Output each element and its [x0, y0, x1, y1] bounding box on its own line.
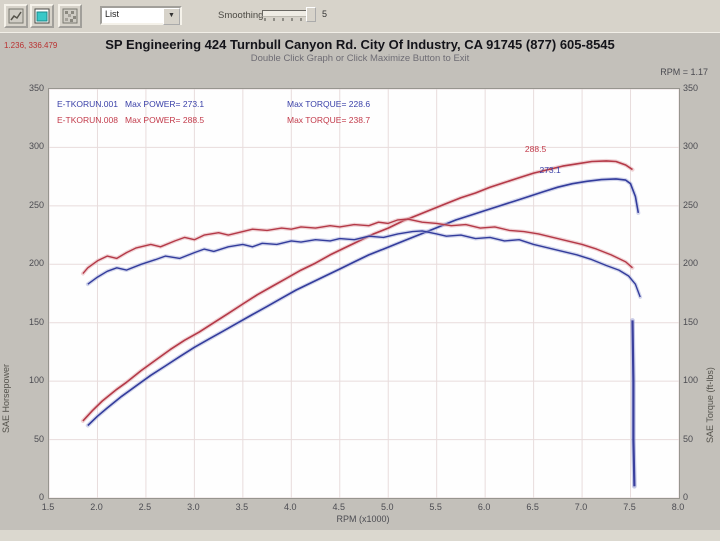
peak-value-label: 288.5 [525, 144, 547, 154]
x-tick-label: 6.0 [477, 502, 491, 512]
legend-torque-008: Max TORQUE= 238.7 [287, 115, 371, 125]
x-tick-label: 2.5 [138, 502, 152, 512]
y-tick-label-left: 250 [28, 199, 44, 210]
y-tick-label-right: 0 [683, 492, 689, 502]
y-tick-label-left: 350 [28, 83, 44, 93]
y-tick-label-left: 100 [28, 375, 44, 386]
smoothing-slider-thumb[interactable] [306, 7, 316, 22]
legend-torque-001: Max TORQUE= 228.6 [287, 99, 371, 109]
torque-legend: Max TORQUE= 228.6 Max TORQUE= 238.7 [287, 96, 370, 128]
y-axis-label-torque: SAE Torque (ft-lbs) [705, 367, 715, 443]
cursor-position-readout: 1.236, 336.479 [4, 41, 58, 50]
y-axis-ticks-left: 0 50 100 150 200 250 300 350 [16, 33, 44, 530]
legend-run-001: E-TKORUN.001 Max POWER= 273.1 [57, 99, 205, 109]
x-tick-label: 4.5 [332, 502, 346, 512]
y-tick-label-right: 200 [683, 258, 699, 269]
y-axis-ticks-right: 0 50 100 150 200 250 300 350 [0, 33, 720, 530]
x-tick-label: 7.5 [623, 502, 636, 512]
y-axis-label-horsepower: SAE Horsepower [1, 363, 11, 433]
smoothing-value: 5 [322, 9, 328, 19]
rpm-readout: RPM = 1.17 [660, 67, 708, 77]
x-tick-label: 6.5 [526, 502, 539, 512]
toolbar: List ▼ Smoothing 5 [0, 0, 720, 33]
y-tick-label-right: 150 [683, 316, 699, 327]
y-tick-label-left: 150 [28, 316, 44, 327]
dyno-graph-window[interactable]: 1.236, 336.479 SP Engineering 424 Turnbu… [0, 33, 720, 530]
x-tick-label: 3.5 [235, 502, 249, 512]
shop-title: SP Engineering 424 Turnbull Canyon Rd. C… [105, 37, 615, 52]
x-tick-label: 3.0 [187, 502, 200, 512]
x-tick-label: 8.0 [671, 502, 685, 512]
pixel-graph-button[interactable] [58, 4, 82, 28]
y-tick-label-right: 100 [683, 375, 699, 386]
run-list-dropdown-value: List [105, 9, 120, 19]
footer-strip [0, 530, 720, 541]
y-tick-label-right: 300 [683, 141, 699, 152]
x-axis-ticks: 1.5 2.0 2.5 3.0 3.5 4.0 4.5 5.0 5.5 6.0 6.5 7.0 7.5 8… [0, 502, 720, 514]
area-graph-button[interactable] [30, 4, 54, 28]
x-axis-label: RPM (x1000) [336, 514, 390, 524]
smoothing-slider-ticks [264, 18, 312, 21]
x-tick-label: 4.0 [284, 502, 297, 512]
x-tick-label: 1.5 [41, 502, 55, 512]
y-tick-label-right: 350 [683, 83, 699, 93]
x-tick-label: 5.5 [429, 502, 442, 512]
x-tick-label: 7.0 [574, 502, 588, 512]
y-tick-label-right: 50 [683, 433, 694, 444]
line-graph-button[interactable] [4, 4, 28, 28]
dyno-curves-svg: 288.5 273.1 [49, 89, 679, 498]
y-tick-label-left: 300 [28, 141, 44, 152]
x-tick-label: 2.0 [90, 502, 103, 512]
plot-area[interactable]: 288.5 273.1 E-TKORUN.001 Max POWER= 273.1… [48, 88, 680, 499]
y-tick-label-left: 0 [38, 492, 44, 502]
y-tick-label-right: 250 [683, 199, 699, 210]
x-tick-label: 5.0 [380, 502, 394, 512]
smoothing-label: Smoothing [218, 10, 264, 21]
dropdown-arrow-icon[interactable]: ▼ [163, 8, 180, 25]
pixel-graph-icon [61, 8, 79, 24]
y-tick-label-left: 200 [28, 258, 44, 269]
line-graph-icon [7, 8, 25, 24]
smoothing-slider[interactable] [262, 7, 316, 23]
power-legend: E-TKORUN.001 Max POWER= 273.1 E-TKORUN.0… [57, 96, 204, 128]
area-graph-icon [33, 8, 51, 24]
y-tick-label-left: 50 [33, 433, 44, 444]
run-list-dropdown[interactable]: List ▼ [100, 6, 182, 25]
exit-hint-text: Double Click Graph or Click Maximize But… [250, 53, 470, 64]
peak-value-label: 273.1 [539, 165, 561, 175]
legend-run-008: E-TKORUN.008 Max POWER= 288.5 [57, 115, 205, 125]
